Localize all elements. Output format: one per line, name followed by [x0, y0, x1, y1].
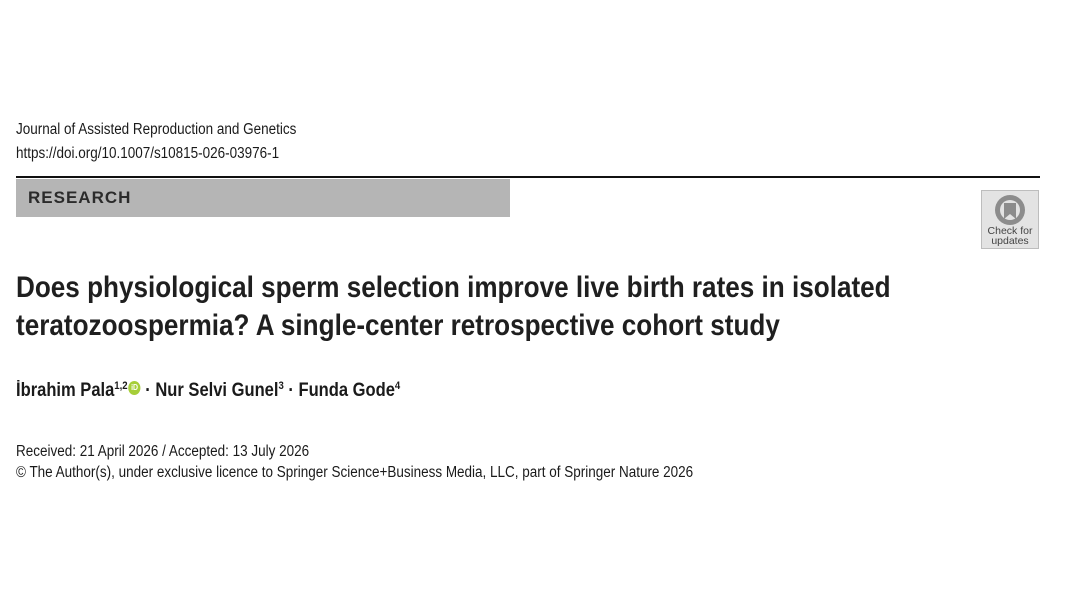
author-name: İbrahim Pala	[16, 380, 115, 401]
separator: ·	[288, 380, 294, 401]
affiliation: 1,2	[114, 380, 128, 392]
copyright: © The Author(s), under exclusive licence…	[16, 464, 694, 481]
dates: Received: 21 April 2026 / Accepted: 13 J…	[16, 443, 310, 460]
author-list: İbrahim Pala1,2 iD · Nur Selvi Gunel3 · F…	[16, 380, 400, 402]
author-name: Nur Selvi Gunel	[155, 380, 279, 401]
doi[interactable]: https://doi.org/10.1007/s10815-026-03976…	[16, 145, 280, 162]
title-line: Does physiological sperm selection impro…	[16, 271, 891, 304]
badge-text: Check for	[987, 225, 1033, 237]
badge-text: updates	[991, 235, 1029, 247]
section-bar: RESEARCH	[16, 179, 510, 217]
badge-icon	[995, 195, 1025, 225]
journal-name: Journal of Assisted Reproduction and Gen…	[16, 121, 297, 138]
separator: ·	[145, 380, 151, 401]
author-name: Funda Gode	[298, 380, 395, 401]
orcid-icon[interactable]: iD	[128, 381, 141, 395]
section-label: RESEARCH	[28, 188, 132, 207]
check-updates-badge[interactable]: Check for updates	[981, 190, 1039, 249]
rule	[16, 176, 1040, 178]
affiliation: 3	[278, 380, 284, 392]
title-line: teratozoospermia? A single-center retros…	[16, 309, 780, 342]
affiliation: 4	[394, 380, 401, 392]
